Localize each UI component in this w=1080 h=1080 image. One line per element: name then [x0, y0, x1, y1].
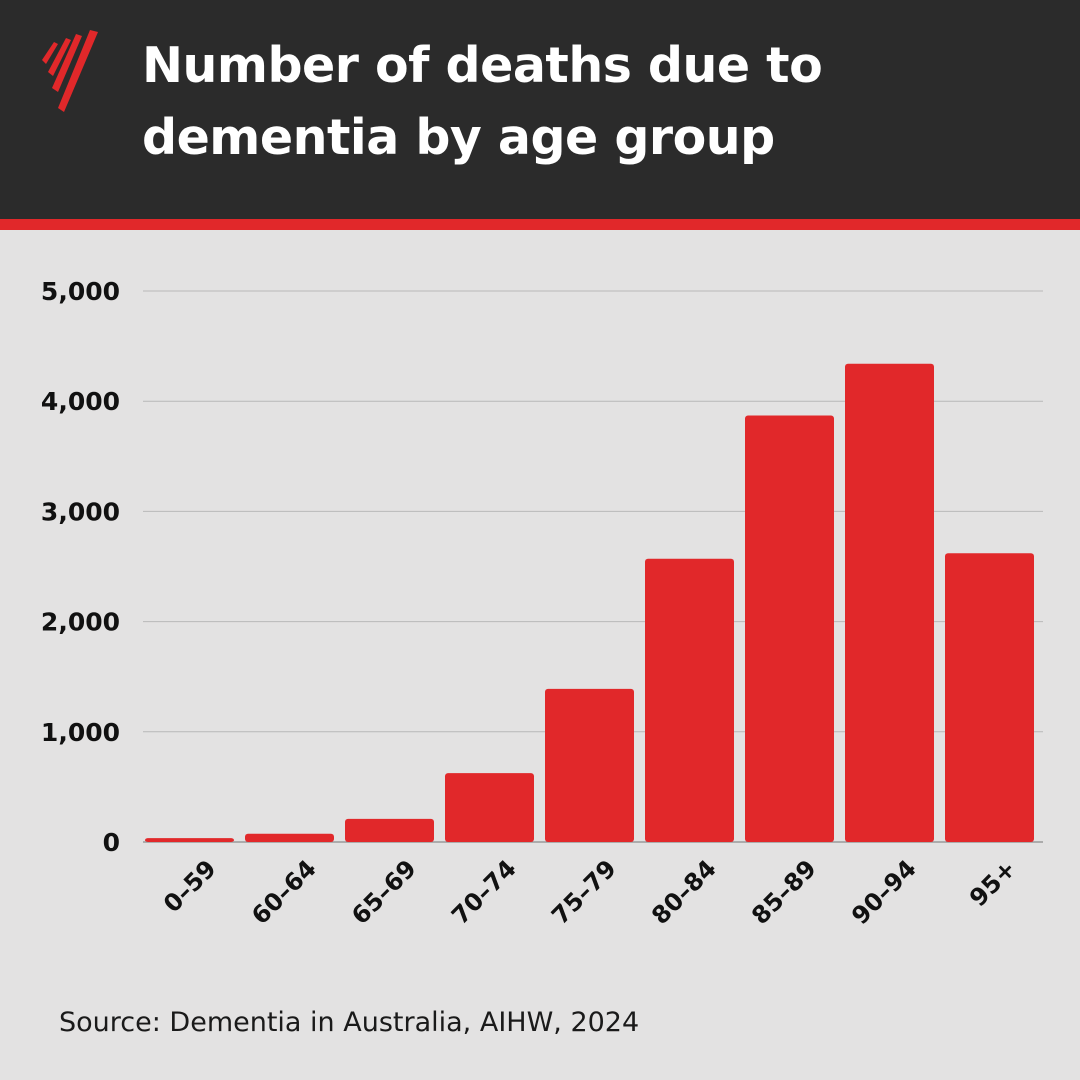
y-tick-label: 2,000 — [41, 608, 120, 637]
bar — [445, 773, 534, 842]
bar — [145, 838, 234, 842]
x-tick-label: 75–79 — [546, 854, 622, 930]
source-note: Source: Dementia in Australia, AIHW, 202… — [59, 1007, 640, 1038]
y-tick-label: 1,000 — [41, 718, 120, 747]
header-banner: Number of deaths due to dementia by age … — [0, 0, 1080, 219]
x-tick-label: 70–74 — [446, 854, 522, 930]
x-tick-label: 90–94 — [846, 854, 922, 930]
y-axis-tick-labels: 0 1,000 2,000 3,000 4,000 5,000 — [41, 277, 120, 857]
bar-chart: 0 1,000 2,000 3,000 4,000 5,000 0–59 60–64 65–6… — [41, 277, 1043, 930]
bar — [245, 833, 334, 842]
x-axis-tick-labels: 0–59 60–64 65–69 70–74 75–79 80–84 85–89 90–94 9… — [158, 854, 1022, 930]
bar — [645, 558, 734, 842]
x-tick-label: 0–59 — [158, 854, 222, 918]
bar — [345, 818, 434, 842]
y-tick-label: 5,000 — [41, 277, 120, 306]
x-tick-label: 85–89 — [746, 854, 822, 930]
bar — [945, 553, 1034, 842]
y-tick-label: 4,000 — [41, 387, 120, 416]
page-title: Number of deaths due to dementia by age … — [142, 37, 823, 166]
y-tick-label: 3,000 — [41, 497, 120, 526]
x-tick-label: 65–69 — [346, 854, 422, 930]
y-tick-label: 0 — [103, 828, 120, 857]
sbs-logo-icon — [42, 30, 98, 112]
bar — [845, 363, 934, 842]
x-tick-label: 80–84 — [646, 854, 722, 930]
bars — [145, 363, 1034, 842]
x-tick-label: 60–64 — [246, 854, 322, 930]
x-tick-label: 95+ — [964, 854, 1022, 912]
header-accent-stripe — [0, 219, 1080, 230]
bar — [545, 688, 634, 842]
bar — [745, 415, 834, 842]
